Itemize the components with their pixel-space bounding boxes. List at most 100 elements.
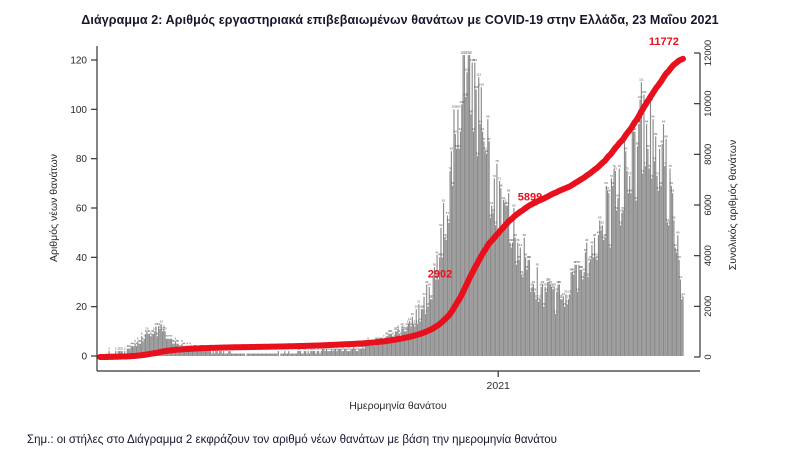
bar <box>255 353 257 356</box>
bar-value-label: 57 <box>446 211 450 215</box>
bar <box>514 237 516 356</box>
bar-value-label: 39 <box>595 255 599 259</box>
bar-value-label: 122 <box>461 50 466 54</box>
bar <box>256 353 259 356</box>
bar <box>436 254 438 356</box>
chart-title: Διάγραμμα 2: Αριθμός εργαστηριακά επιβεβ… <box>81 13 719 27</box>
bar-value-label: 5 <box>172 339 174 343</box>
bar <box>492 212 494 356</box>
bar-value-label: 21 <box>417 300 421 304</box>
bar <box>562 296 564 356</box>
x-axis-title: Ημερομηνία θανάτου <box>349 400 447 412</box>
right-axis-title: Συνολικός αριθμός θανάτων <box>727 140 739 270</box>
bar-value-label: 3 <box>128 344 130 348</box>
bar-value-label: 11 <box>402 324 405 328</box>
bar-value-label: 25 <box>564 290 568 294</box>
bar <box>453 109 455 356</box>
bar <box>511 242 514 356</box>
bar <box>600 230 602 356</box>
bar <box>350 348 352 356</box>
bar <box>367 341 369 356</box>
bar <box>402 328 404 356</box>
bar <box>381 341 383 356</box>
bar-value-label: 26 <box>529 287 533 291</box>
bar <box>506 205 508 356</box>
bar <box>574 264 576 356</box>
left-axis-tick-label: 60 <box>76 204 88 215</box>
bar-value-label: 6 <box>142 337 144 341</box>
bar <box>133 346 135 356</box>
bar <box>651 178 653 356</box>
bar <box>482 131 484 356</box>
bar <box>599 220 601 356</box>
left-axis-tick-label: 20 <box>76 302 88 313</box>
bar <box>213 353 216 356</box>
bar <box>655 136 657 356</box>
bar <box>505 205 507 356</box>
bar <box>289 353 291 356</box>
bar <box>285 353 287 356</box>
left-axis-tick-label: 120 <box>70 56 87 67</box>
bar-value-label: 91 <box>472 127 476 131</box>
bar <box>380 341 382 356</box>
bar <box>493 178 495 356</box>
bar-value-label: 88 <box>664 134 668 138</box>
bar <box>571 272 573 356</box>
bar <box>660 185 662 356</box>
bar-value-label: 66 <box>607 189 611 193</box>
bar-value-label: 33 <box>431 270 435 274</box>
bar-value-label: 67 <box>657 186 661 190</box>
bar <box>657 190 659 356</box>
bar-value-label: 122 <box>462 50 467 54</box>
bar <box>221 353 223 356</box>
bar <box>238 353 240 356</box>
bar <box>239 353 242 356</box>
bar <box>450 151 452 356</box>
bar <box>269 353 272 356</box>
bar <box>340 348 342 356</box>
daily-deaths-bars <box>105 55 684 357</box>
bar-value-label: 48 <box>513 233 517 237</box>
bar <box>661 143 663 356</box>
bar-value-label: 36 <box>536 263 540 267</box>
bar-value-label: 111 <box>639 78 644 82</box>
bar-value-label: 5 <box>176 339 178 343</box>
bar <box>273 353 275 356</box>
bar-value-label: 79 <box>653 157 657 161</box>
bar-value-label: 28 <box>539 282 543 286</box>
bar <box>433 267 436 356</box>
bar-value-label: 61 <box>490 201 494 205</box>
bar-value-label: 47 <box>602 235 606 239</box>
bar-value-label: 60 <box>512 203 516 207</box>
bar-value-label: 5 <box>173 339 175 343</box>
bar-value-label: 28 <box>530 282 534 286</box>
bar <box>316 351 318 356</box>
bar-value-label: 4 <box>189 342 191 346</box>
bar <box>150 336 152 356</box>
x-axis-tick-label: 2021 <box>487 380 511 392</box>
bar <box>547 282 549 356</box>
right-axis-tick-label: 12000 <box>703 40 714 66</box>
bar <box>131 346 134 356</box>
bar <box>249 353 251 356</box>
bar-value-label: 37 <box>573 260 577 264</box>
bar <box>644 166 646 356</box>
bar <box>419 321 421 356</box>
bar <box>588 262 590 356</box>
bar-value-label: 39 <box>517 255 521 259</box>
bar <box>491 205 493 356</box>
bar <box>241 353 243 356</box>
bar <box>570 272 572 356</box>
bar-value-label: 96 <box>651 115 655 119</box>
bar <box>388 333 390 356</box>
bar <box>393 338 395 356</box>
bar <box>204 351 207 356</box>
bar-value-label: 45 <box>590 240 594 244</box>
bar-value-label: 76 <box>668 164 672 168</box>
bar <box>584 252 586 356</box>
bar <box>259 353 261 356</box>
bar-value-label: 2 <box>121 346 123 350</box>
bar-value-label: 40 <box>594 253 598 257</box>
bar-value-label: 31 <box>434 275 438 279</box>
bar <box>682 296 684 356</box>
